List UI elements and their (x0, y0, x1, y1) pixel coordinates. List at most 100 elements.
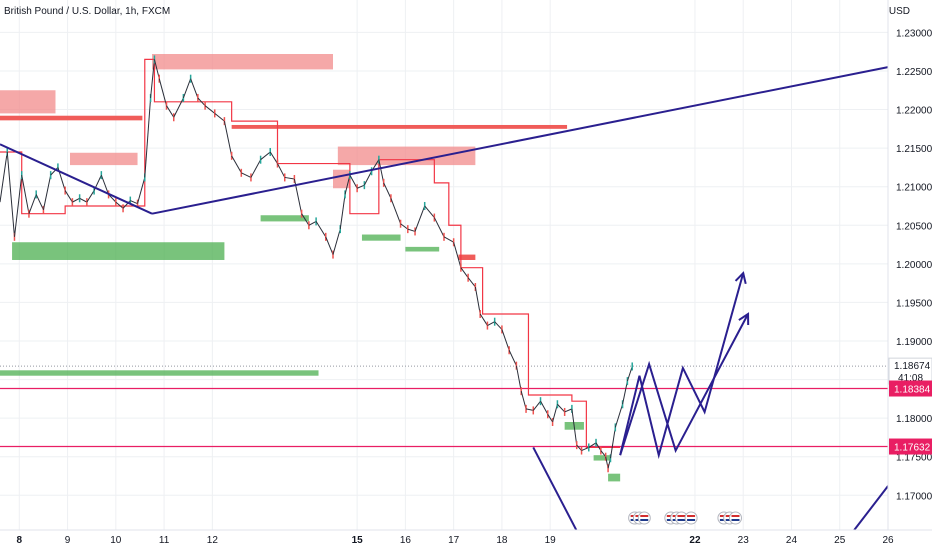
chart-grid (0, 0, 889, 530)
x-tick-label: 9 (65, 535, 71, 546)
price-segment (231, 155, 242, 174)
price-segment (540, 400, 549, 415)
price-segment (460, 267, 469, 279)
price-segment (424, 205, 435, 218)
price-segment (356, 184, 365, 189)
level-price-box (889, 438, 932, 455)
y-tick-label: 1.19500 (896, 298, 932, 309)
y-tick-label: 1.17500 (896, 453, 932, 464)
price-segment (0, 151, 8, 203)
y-tick-label: 1.21000 (896, 183, 932, 194)
y-tick-label: 1.20000 (896, 260, 932, 271)
price-segment (115, 201, 124, 209)
flag-stripe (640, 519, 649, 521)
price-segment (378, 159, 385, 183)
price-segment (595, 442, 602, 451)
last-price-box (888, 357, 932, 385)
economic-event-icon (684, 511, 698, 525)
price-segment (508, 350, 517, 366)
price-segment (515, 365, 522, 392)
price-segment (622, 381, 628, 405)
price-segment (72, 197, 80, 203)
time-axis-panel (0, 530, 932, 550)
flag-stripe (677, 515, 686, 517)
price-segment (86, 190, 95, 203)
price-segment (614, 404, 624, 428)
economic-event-icon (637, 511, 651, 525)
price-segment (383, 182, 392, 199)
flag-stripe (687, 515, 696, 517)
price-segment (79, 197, 88, 203)
price-segment (13, 175, 23, 237)
x-tick-label: 17 (448, 535, 460, 546)
symbol-title[interactable]: British Pound / U.S. Dollar, 1h, FXCM (4, 6, 171, 17)
economic-event-icon (728, 511, 742, 525)
y-tick-label: 1.19000 (896, 337, 932, 348)
price-segment (433, 217, 445, 238)
demand-zone (405, 246, 440, 252)
price-segment (332, 228, 341, 255)
events-layer[interactable] (628, 511, 742, 525)
price-segment (21, 175, 30, 214)
price-segment (204, 105, 216, 114)
demand-zone (608, 473, 621, 482)
price-segment (532, 400, 541, 411)
price-segment (130, 200, 138, 205)
level-price-label: 1.17632 (894, 443, 931, 454)
price-segment (600, 450, 607, 458)
flag-stripe (687, 519, 696, 521)
x-tick-label: 19 (545, 535, 557, 546)
supply-zone (0, 90, 56, 114)
price-segment (564, 408, 573, 413)
step-line-layer (0, 58, 621, 449)
flag-stripe (640, 515, 649, 517)
price-segment (301, 213, 310, 226)
price-segment (349, 174, 358, 189)
price-segment (576, 444, 582, 451)
price-segment (400, 223, 409, 230)
flag-stripe (731, 515, 740, 517)
trendline (532, 446, 581, 536)
price-segment (453, 242, 462, 268)
price-segment (501, 329, 510, 351)
price-segment (260, 151, 271, 161)
x-tick-label: 11 (159, 535, 170, 546)
price-segment (6, 151, 15, 237)
price-segment (588, 442, 597, 448)
price-segment (552, 404, 558, 423)
price-segment (494, 321, 503, 330)
price-segment (344, 175, 351, 195)
price-segment (197, 97, 206, 107)
price-segment (153, 59, 160, 79)
x-tick-label: 8 (17, 535, 23, 546)
price-segment (479, 313, 488, 326)
demand-zone (12, 242, 225, 260)
x-tick-label: 23 (738, 535, 750, 546)
x-tick-label: 12 (207, 535, 219, 546)
price-segment (137, 177, 146, 204)
price-segment (325, 236, 334, 255)
price-series-layer (0, 55, 633, 473)
price-segment (443, 236, 454, 243)
drawings-layer[interactable] (0, 66, 889, 536)
price-segment (308, 220, 317, 226)
price-segment (64, 190, 73, 203)
resistance-bar (0, 115, 143, 121)
demand-zone (260, 215, 309, 222)
price-segment (390, 198, 402, 224)
price-segment (166, 105, 175, 118)
countdown-label: 41:08 (898, 373, 923, 384)
currency-label: USD (888, 6, 910, 17)
price-segment (35, 194, 44, 211)
price-segment (474, 286, 481, 315)
price-segment (182, 78, 192, 99)
price-segment (100, 174, 110, 195)
price-segment (144, 97, 152, 178)
price-segment (250, 159, 262, 178)
flag-stripe (677, 519, 686, 521)
y-tick-label: 1.21500 (896, 144, 932, 155)
supply-zone (69, 152, 138, 166)
price-segment (269, 151, 278, 164)
price-segment (557, 403, 566, 413)
